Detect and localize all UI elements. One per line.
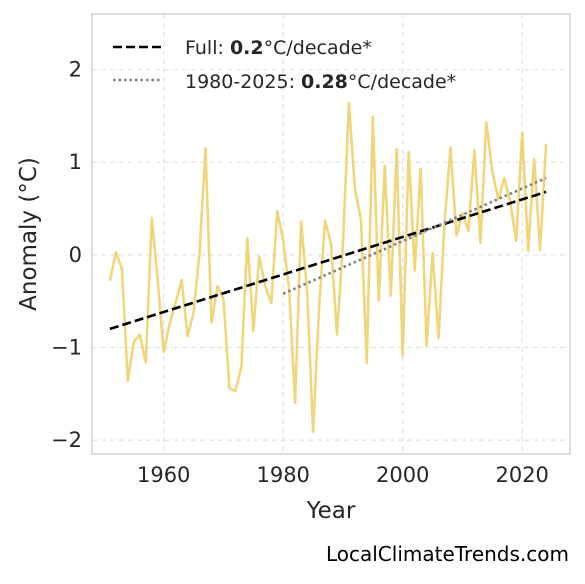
y-tick-label: 2 [69,58,82,82]
legend-recent-suffix: °C/decade* [348,71,456,93]
x-tick-label: 1980 [256,463,309,487]
legend-full-label: Full: 0.2°C/decade* [185,37,372,59]
series-layer [108,101,548,434]
y-tick-label: −1 [51,335,82,359]
tick-labels: 1960 1980 2000 2020 −2 −1 0 1 2 [51,58,549,487]
legend-full-suffix: °C/decade* [264,37,372,59]
legend: Full: 0.2°C/decade* 1980-2025: 0.28°C/de… [113,37,456,93]
legend-recent-value: 0.28 [301,71,348,93]
legend-recent-prefix: 1980-2025: [185,71,301,93]
x-tick-label: 2020 [495,463,548,487]
x-axis-title: Year [306,498,356,524]
x-tick-label: 2000 [376,463,429,487]
site-credit: LocalClimateTrends.com [326,542,569,566]
x-tick-label: 1960 [137,463,190,487]
legend-full-value: 0.2 [230,37,264,59]
legend-full-prefix: Full: [185,37,230,59]
plot-frame [91,13,571,455]
trend-line-1980-2025 [282,176,547,295]
trend-line-full [109,190,547,331]
y-tick-label: 0 [69,243,82,267]
y-axis-title: Anomaly (°C) [16,157,42,311]
y-tick-label: 1 [69,150,82,174]
legend-recent-label: 1980-2025: 0.28°C/decade* [185,71,456,93]
y-tick-label: −2 [51,428,82,452]
anomaly-series-line [108,101,548,434]
